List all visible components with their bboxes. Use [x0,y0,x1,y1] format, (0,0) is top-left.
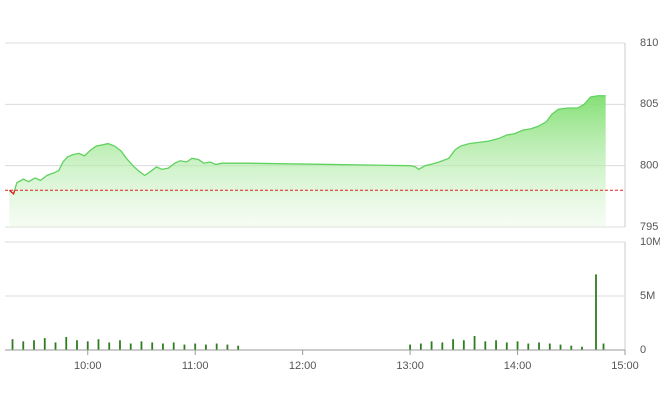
x-tick-label: 11:00 [182,360,209,372]
volume-bar [43,338,46,350]
volume-bar [462,340,465,350]
volume-bar [172,342,175,350]
price-area-fill [9,95,606,227]
volume-bar [538,342,540,350]
volume-bar [215,343,218,350]
x-tick-label: 14:00 [504,360,532,372]
volume-bar [140,341,143,350]
volume-bar [119,340,121,350]
y-tick-label: 10M [640,236,660,248]
volume-bar [505,342,508,350]
volume-bar [205,344,207,350]
volume-bar [54,342,57,350]
volume-bar [226,344,229,350]
volume-bar [97,339,100,350]
y-tick-label: 0 [640,344,646,356]
volume-bar [183,344,186,350]
volume-bar [581,346,583,350]
volume-bar [559,344,562,350]
volume-bar [452,339,454,350]
volume-bar [495,340,497,350]
volume-bar [65,337,68,350]
volume-bar [129,343,132,350]
y-tick-label: 800 [640,160,658,172]
volume-bar [33,340,35,350]
y-tick-label: 810 [640,37,658,49]
volume-bar [22,341,25,350]
volume-bar [162,343,164,350]
volume-bar [151,342,154,350]
y-tick-label: 5M [640,290,655,302]
volume-bar [570,345,573,350]
y-tick-label: 795 [640,221,658,233]
y-tick-label: 805 [640,98,658,110]
volume-bar [516,341,519,350]
x-tick-label: 10:00 [74,360,102,372]
x-tick-label: 12:00 [289,360,317,372]
x-tick-label: 13:00 [396,360,424,372]
volume-bar [76,340,78,350]
volume-bar [527,343,530,350]
price-line [8,95,606,196]
volume-bar [595,274,597,350]
volume-bar [409,344,411,350]
volume-bar [86,341,89,350]
volume-bar [473,335,476,350]
x-tick-label: 15:00 [611,360,639,372]
volume-bar [602,343,605,350]
volume-bar [194,343,197,350]
volume-bar [484,341,487,350]
volume-bar [419,343,422,350]
volume-bar [441,342,444,350]
volume-bar [11,339,14,350]
volume-bar [237,345,240,350]
volume-bar [108,342,111,350]
volume-bar [430,341,433,350]
volume-bar [548,343,551,350]
